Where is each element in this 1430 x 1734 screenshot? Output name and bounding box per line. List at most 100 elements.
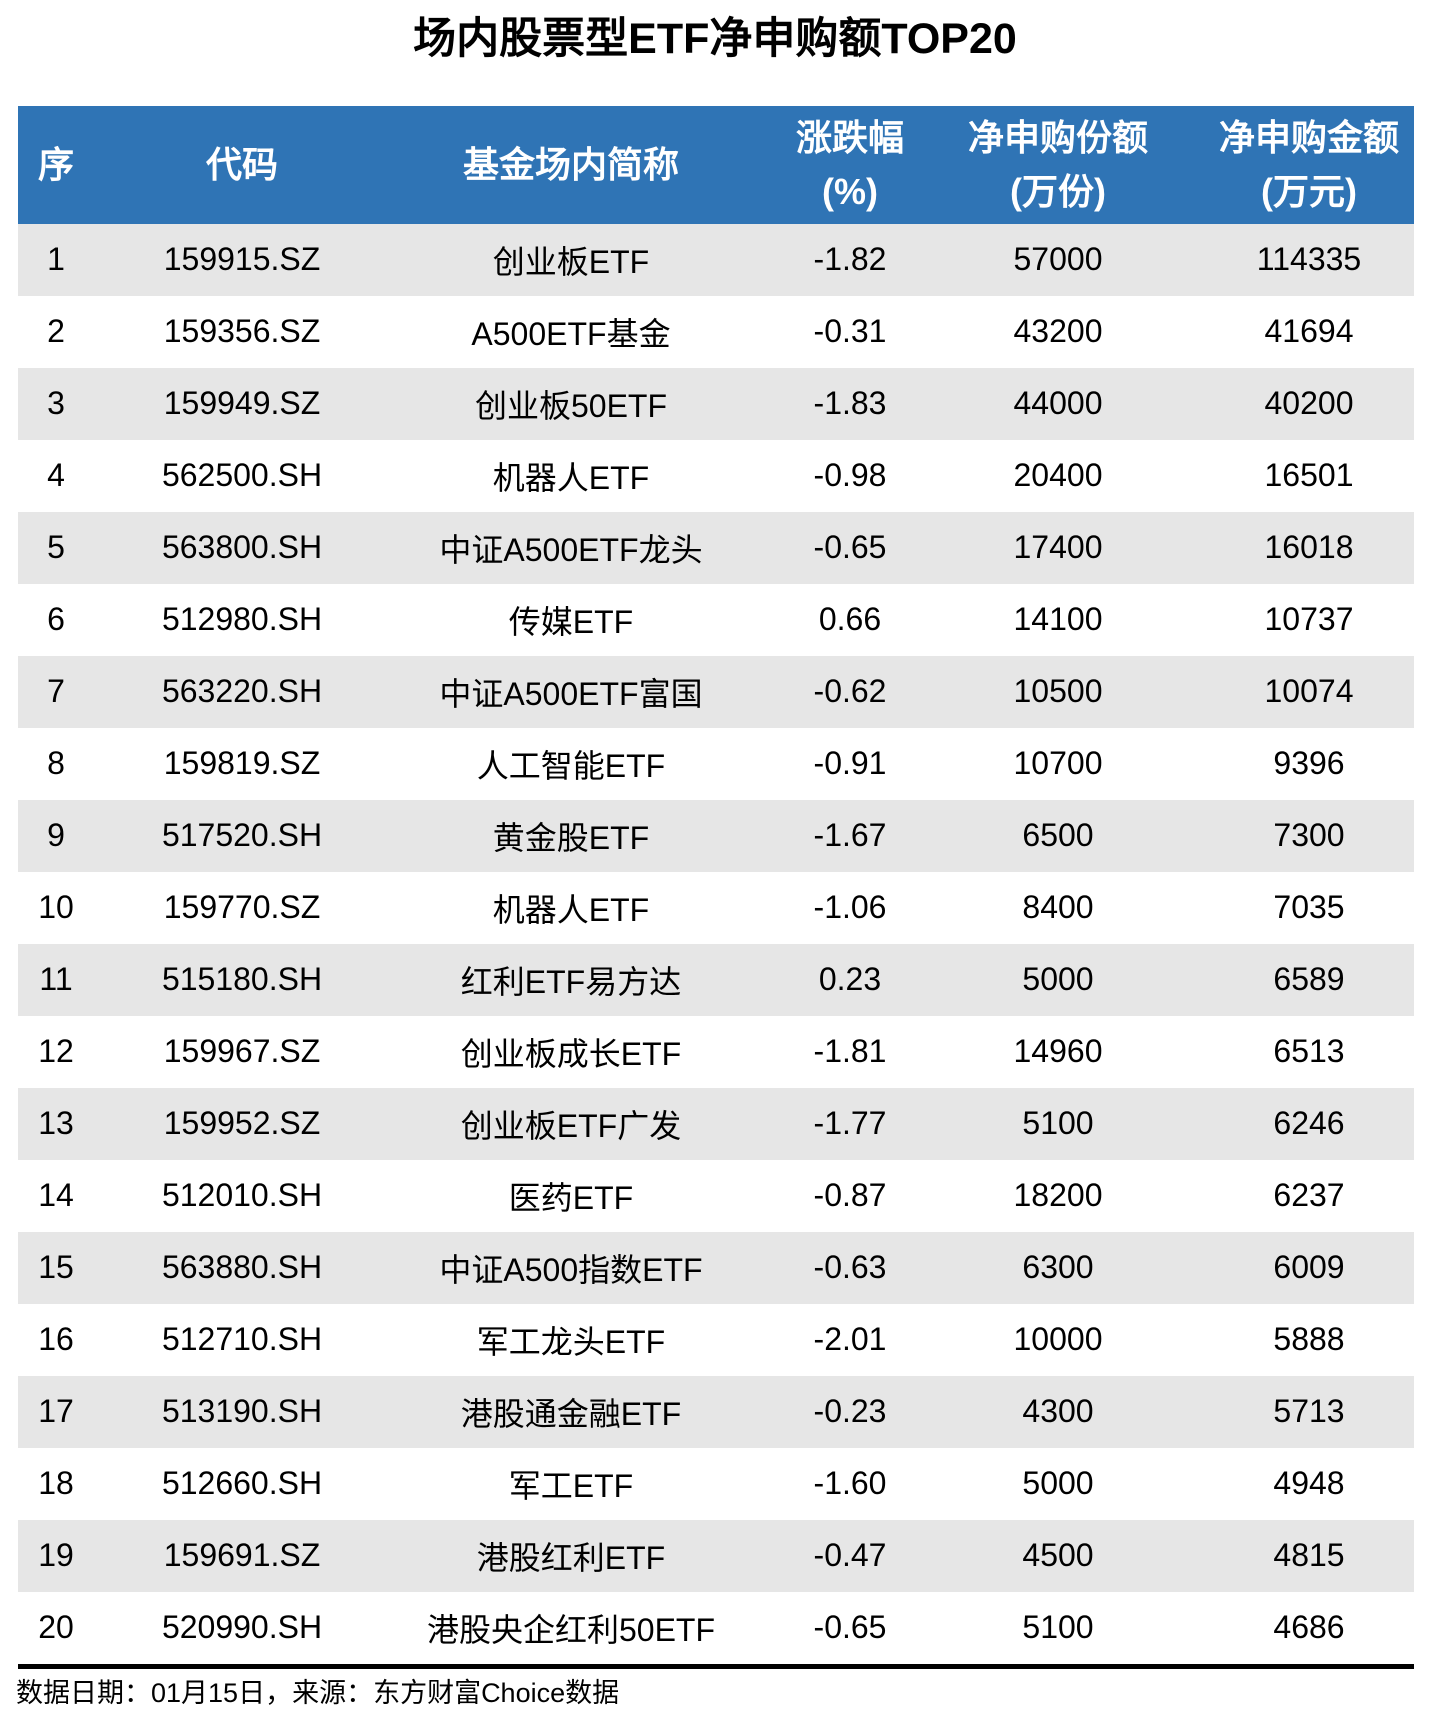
cell-shares: 4500 xyxy=(1022,1537,1094,1574)
cell-code: 159949.SZ xyxy=(163,385,321,422)
cell-code: 513190.SH xyxy=(161,1393,323,1430)
table-row: 3 159949.SZ 创业板50ETF -1.83 44000 40200 xyxy=(18,367,1414,440)
cell-shares: 5100 xyxy=(1022,1609,1094,1646)
cell-amount: 6009 xyxy=(1273,1249,1345,1286)
table-row: 8 159819.SZ 人工智能ETF -0.91 10700 9396 xyxy=(18,728,1414,800)
cell-shares: 57000 xyxy=(1013,241,1103,278)
cell-change: -1.06 xyxy=(813,889,887,926)
table-row: 12 159967.SZ 创业板成长ETF -1.81 14960 6513 xyxy=(18,1016,1414,1088)
data-table: 序 代码 基金场内简称 涨跌幅 (%) 净申购份额 (万份) 净申购金额 (万元) 1 15991… xyxy=(18,105,1414,1664)
cell-code: 515180.SH xyxy=(161,961,323,998)
table-row: 2 159356.SZ A500ETF基金 -0.31 43200 41694 xyxy=(18,296,1414,368)
cell-change: -0.62 xyxy=(813,673,887,710)
cell-change: -1.83 xyxy=(813,385,887,422)
cell-change: 0.66 xyxy=(818,601,882,638)
cell-rank: 17 xyxy=(38,1393,74,1430)
cell-shares: 44000 xyxy=(1013,385,1103,422)
cell-change: -0.65 xyxy=(813,1609,887,1646)
cell-code: 512710.SH xyxy=(161,1321,323,1358)
table-row: 15 563880.SH 中证A500指数ETF -0.63 6300 6009 xyxy=(18,1231,1414,1304)
cell-name: 港股通金融ETF xyxy=(460,1395,682,1432)
cell-amount: 6589 xyxy=(1273,961,1345,998)
table-row: 4 562500.SH 机器人ETF -0.98 20400 16501 xyxy=(18,440,1414,512)
cell-rank: 4 xyxy=(47,457,65,494)
cell-rank: 5 xyxy=(47,529,65,566)
cell-code: 563880.SH xyxy=(161,1249,323,1286)
column-unit-label: (%) xyxy=(822,170,878,212)
cell-rank: 7 xyxy=(47,673,65,710)
cell-rank: 14 xyxy=(38,1177,74,1214)
cell-name: 传媒ETF xyxy=(508,603,634,640)
cell-code: 520990.SH xyxy=(161,1609,323,1646)
cell-code: 517520.SH xyxy=(161,817,323,854)
column-label: 代码 xyxy=(205,143,278,185)
cell-rank: 9 xyxy=(47,817,65,854)
cell-name: 机器人ETF xyxy=(492,459,650,496)
cell-code: 512660.SH xyxy=(161,1465,323,1502)
cell-change: -1.82 xyxy=(813,241,887,278)
cell-rank: 2 xyxy=(47,313,65,350)
column-unit-label: (万元) xyxy=(1261,170,1357,212)
column-header-shares: 净申购份额 (万份) xyxy=(948,106,1168,224)
header-row: 序 代码 基金场内简称 涨跌幅 (%) 净申购份额 (万份) 净申购金额 (万元) xyxy=(18,105,1414,224)
cell-amount: 9396 xyxy=(1273,745,1345,782)
cell-shares: 20400 xyxy=(1013,457,1103,494)
cell-name: 创业板成长ETF xyxy=(460,1035,682,1072)
cell-code: 563800.SH xyxy=(161,529,323,566)
cell-name: 中证A500ETF富国 xyxy=(439,675,703,712)
cell-shares: 5100 xyxy=(1022,1105,1094,1142)
cell-name: 医药ETF xyxy=(508,1179,634,1216)
cell-change: -1.60 xyxy=(813,1465,887,1502)
cell-amount: 6246 xyxy=(1273,1105,1345,1142)
cell-name: 机器人ETF xyxy=(492,891,650,928)
table-row: 17 513190.SH 港股通金融ETF -0.23 4300 5713 xyxy=(18,1375,1414,1448)
cell-rank: 3 xyxy=(47,385,65,422)
cell-shares: 5000 xyxy=(1022,961,1094,998)
cell-code: 512010.SH xyxy=(161,1177,323,1214)
cell-rank: 8 xyxy=(47,745,65,782)
cell-shares: 14100 xyxy=(1013,601,1103,638)
cell-change: 0.23 xyxy=(818,961,882,998)
etf-net-subscription-table: 序 代码 基金场内简称 涨跌幅 (%) 净申购份额 (万份) 净申购金额 (万元) 1 15991… xyxy=(18,105,1414,1664)
table-row: 13 159952.SZ 创业板ETF广发 -1.77 5100 6246 xyxy=(18,1087,1414,1160)
cell-amount: 114335 xyxy=(1256,241,1362,278)
table-row: 20 520990.SH 港股央企红利50ETF -0.65 5100 4686 xyxy=(18,1592,1414,1664)
cell-shares: 10500 xyxy=(1013,673,1103,710)
cell-amount: 7300 xyxy=(1273,817,1345,854)
column-label: 序 xyxy=(37,143,74,185)
cell-name: 中证A500指数ETF xyxy=(439,1251,703,1288)
table-row: 16 512710.SH 军工龙头ETF -2.01 10000 5888 xyxy=(18,1304,1414,1376)
column-label: 净申购份额 xyxy=(967,116,1148,158)
column-header-amount: 净申购金额 (万元) xyxy=(1168,106,1414,224)
cell-code: 512980.SH xyxy=(161,601,323,638)
cell-code: 159952.SZ xyxy=(163,1105,321,1142)
cell-amount: 10074 xyxy=(1264,673,1354,710)
cell-shares: 10000 xyxy=(1013,1321,1103,1358)
cell-code: 159819.SZ xyxy=(163,745,321,782)
cell-amount: 7035 xyxy=(1273,889,1345,926)
cell-change: -0.31 xyxy=(813,313,887,350)
cell-rank: 13 xyxy=(38,1105,74,1142)
cell-rank: 16 xyxy=(38,1321,74,1358)
cell-rank: 20 xyxy=(38,1609,74,1646)
cell-rank: 18 xyxy=(38,1465,74,1502)
cell-shares: 6500 xyxy=(1022,817,1094,854)
cell-name: 港股央企红利50ETF xyxy=(426,1611,716,1648)
cell-code: 159770.SZ xyxy=(163,889,321,926)
cell-code: 159915.SZ xyxy=(163,241,321,278)
cell-name: 红利ETF易方达 xyxy=(460,963,682,1000)
cell-name: 军工龙头ETF xyxy=(476,1323,666,1360)
cell-change: -0.98 xyxy=(813,457,887,494)
table-row: 1 159915.SZ 创业板ETF -1.82 57000 114335 xyxy=(18,223,1414,296)
cell-amount: 4948 xyxy=(1273,1465,1345,1502)
table-row: 14 512010.SH 医药ETF -0.87 18200 6237 xyxy=(18,1160,1414,1232)
cell-code: 159691.SZ xyxy=(163,1537,321,1574)
cell-amount: 16018 xyxy=(1264,529,1354,566)
cell-name: 创业板50ETF xyxy=(474,387,668,424)
cell-amount: 16501 xyxy=(1264,457,1354,494)
table-body: 1 159915.SZ 创业板ETF -1.82 57000 114335 2 159356.… xyxy=(18,223,1414,1664)
column-label: 净申购金额 xyxy=(1218,116,1399,158)
cell-change: -1.77 xyxy=(813,1105,887,1142)
cell-shares: 5000 xyxy=(1022,1465,1094,1502)
cell-amount: 41694 xyxy=(1264,313,1354,350)
